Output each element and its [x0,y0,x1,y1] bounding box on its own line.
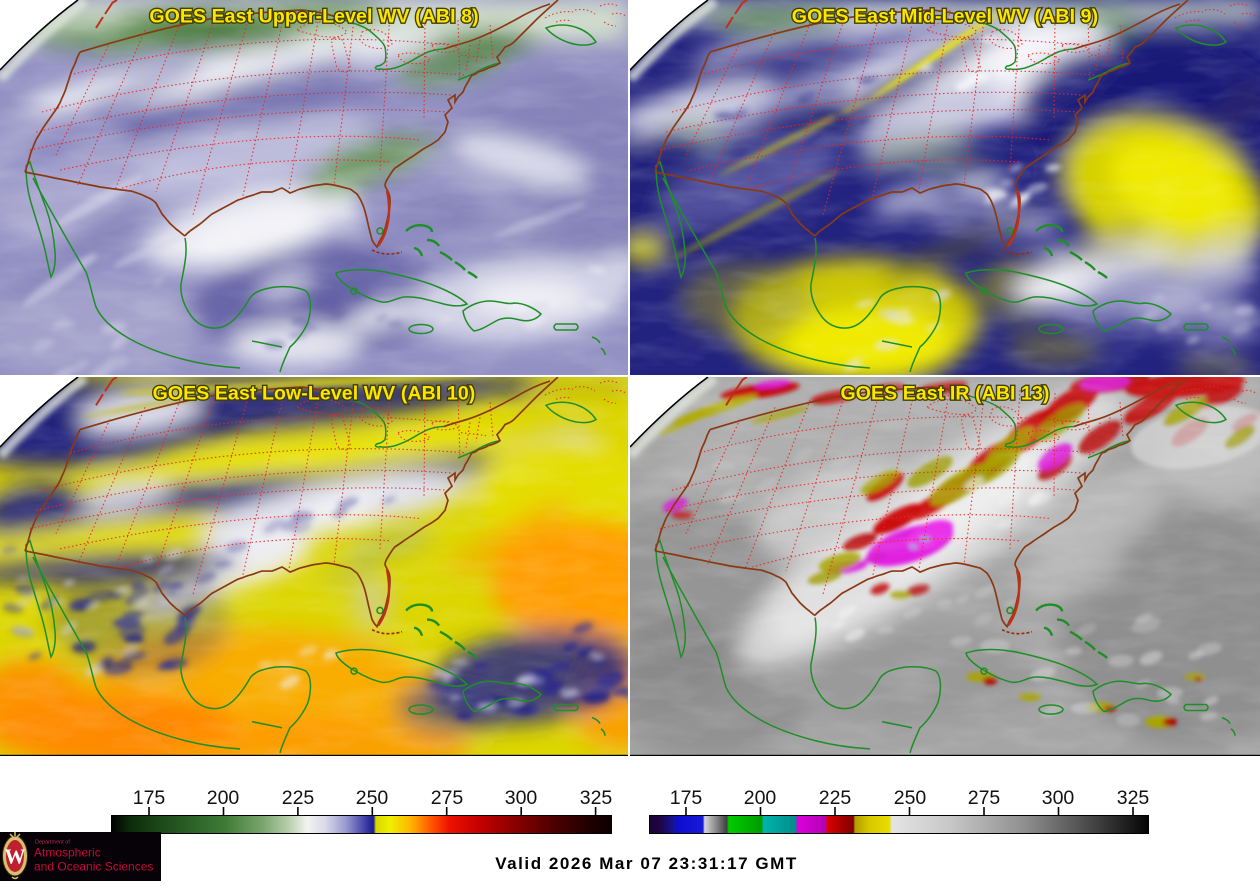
svg-text:GOES East Upper-Level WV (ABI: GOES East Upper-Level WV (ABI 8) [149,6,478,28]
svg-text:GOES East Mid-Level WV (ABI 9): GOES East Mid-Level WV (ABI 9) [792,6,1098,28]
svg-text:GOES East Low-Level WV (ABI 10: GOES East Low-Level WV (ABI 10) [153,383,476,405]
svg-text:W: W [5,845,26,869]
svg-text:Atmospheric: Atmospheric [34,846,101,860]
svg-text:and Oceanic Sciences: and Oceanic Sciences [34,860,153,874]
svg-text:GOES East IR (ABI 13): GOES East IR (ABI 13) [840,383,1049,405]
svg-text:Department of: Department of [35,840,70,846]
